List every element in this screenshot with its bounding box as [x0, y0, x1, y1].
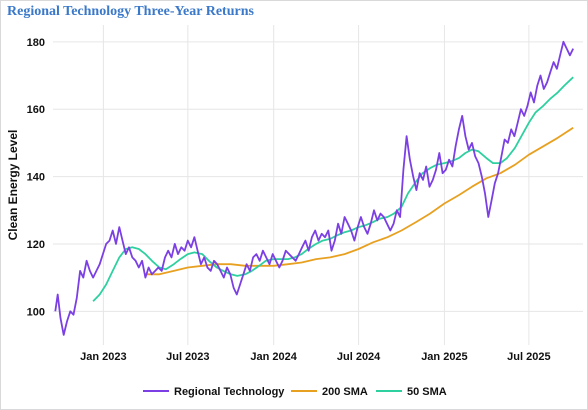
- y-axis-ticks: 100 120 140 160 180: [27, 37, 45, 318]
- x-tick-label: Jan 2024: [250, 351, 297, 363]
- x-axis-ticks: Jan 2023 Jul 2023 Jan 2024 Jul 2024 Jan 2025…: [80, 351, 550, 363]
- x-tick-label: Jul 2023: [166, 351, 209, 363]
- x-tick-label: Jul 2024: [337, 351, 381, 363]
- y-tick-label: 160: [27, 104, 45, 116]
- grid: [53, 25, 583, 345]
- series-lines: [54, 40, 575, 336]
- y-tick-label: 120: [27, 239, 45, 251]
- x-tick-label: Jan 2023: [80, 351, 126, 363]
- y-tick-label: 140: [27, 172, 45, 184]
- legend-label: 200 SMA: [322, 386, 368, 398]
- chart-title: Regional Technology Three-Year Returns: [7, 4, 254, 19]
- legend: Regional Technology 200 SMA 50 SMA: [143, 386, 447, 398]
- x-tick-label: Jan 2025: [421, 351, 467, 363]
- y-tick-label: 180: [27, 37, 45, 49]
- legend-label: 50 SMA: [407, 386, 447, 398]
- y-tick-label: 100: [27, 306, 45, 318]
- x-tick-label: Jul 2025: [507, 351, 550, 363]
- legend-label: Regional Technology: [174, 386, 285, 398]
- series-line-1: [145, 126, 574, 276]
- series-line-2: [92, 76, 574, 302]
- y-axis-label: Clean Energy Level: [6, 130, 20, 241]
- series-line-0: [54, 40, 575, 336]
